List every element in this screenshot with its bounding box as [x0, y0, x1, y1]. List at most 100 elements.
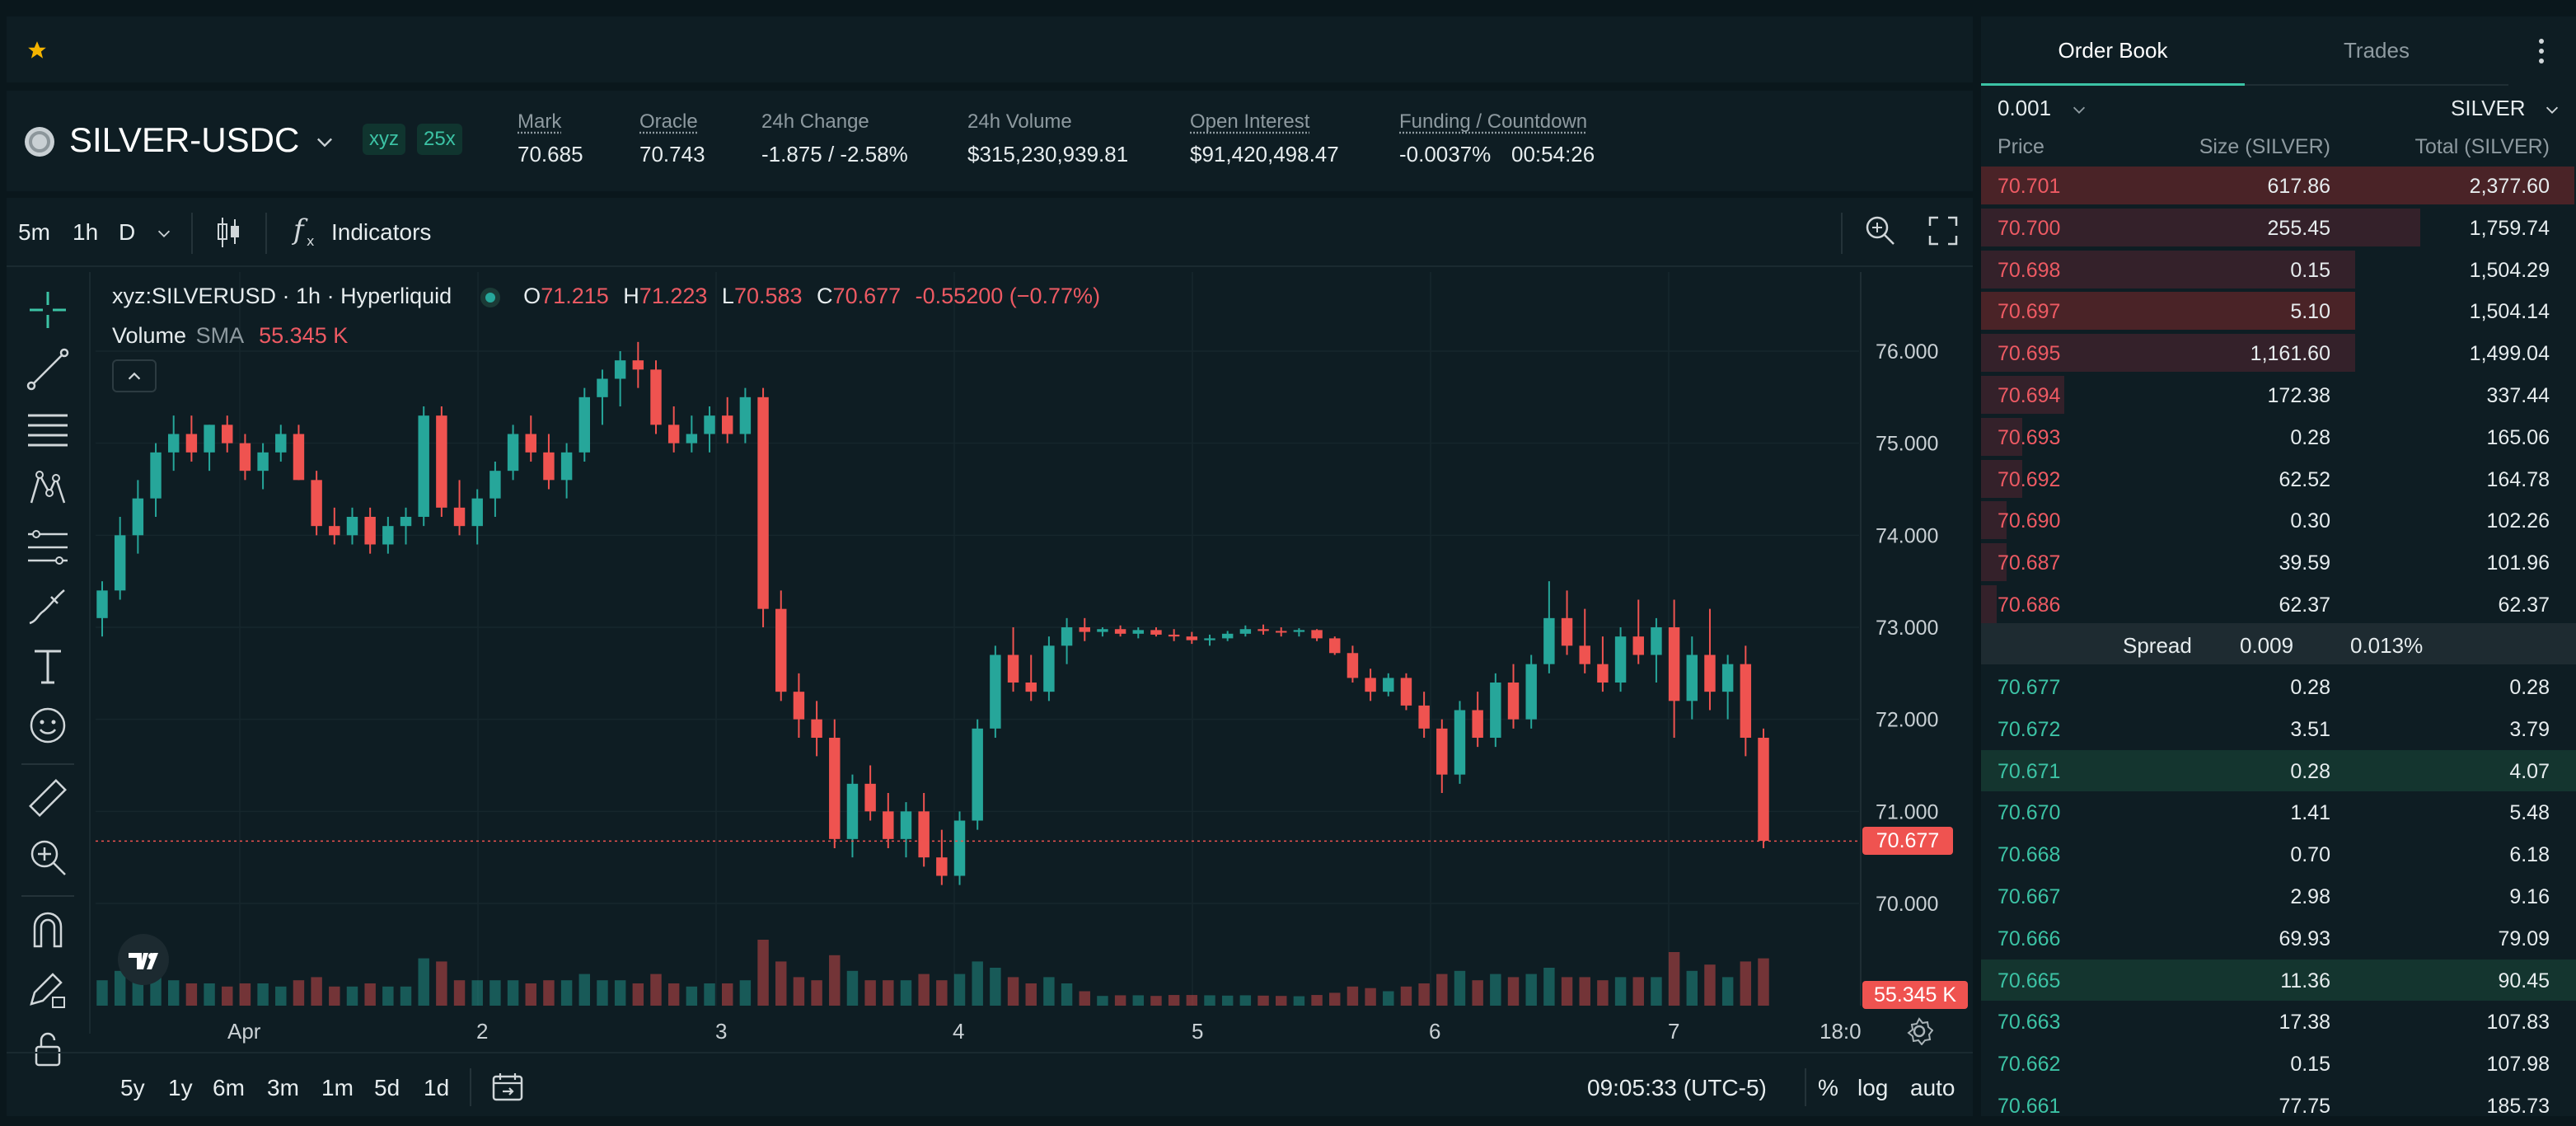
ask-row[interactable]: 70.687 39.59 101.96 — [1981, 542, 2576, 583]
ask-row[interactable]: 70.700 255.45 1,759.74 — [1981, 207, 2576, 248]
candlestick-type-icon[interactable] — [214, 216, 242, 249]
range-5d[interactable]: 5d — [374, 1075, 400, 1100]
pattern-icon[interactable] — [26, 467, 69, 509]
bid-row[interactable]: 70.665 11.36 90.45 — [1981, 959, 2576, 1001]
bid-row[interactable]: 70.666 69.93 79.09 — [1981, 917, 2576, 959]
ask-row[interactable]: 70.693 0.28 165.06 — [1981, 416, 2576, 457]
candle-body — [1668, 627, 1680, 701]
collapse-legend-button[interactable] — [112, 359, 157, 392]
volume-bar — [364, 983, 376, 1006]
brush-icon[interactable] — [26, 585, 69, 628]
auto-scale-toggle[interactable]: auto — [1910, 1075, 1955, 1100]
volume-bar — [1614, 977, 1627, 1006]
ask-row[interactable]: 70.695 1,161.60 1,499.04 — [1981, 332, 2576, 373]
percent-scale-toggle[interactable]: % — [1818, 1075, 1838, 1100]
volume-bar — [578, 974, 591, 1006]
bid-row[interactable]: 70.670 1.41 5.48 — [1981, 791, 2576, 833]
candle-body — [990, 654, 1001, 729]
bid-row[interactable]: 70.677 0.28 0.28 — [1981, 666, 2576, 707]
price-cell: 70.697 — [1998, 300, 2061, 324]
bid-row[interactable]: 70.668 0.70 6.18 — [1981, 833, 2576, 875]
fib-icon[interactable] — [26, 526, 69, 569]
candle-body — [525, 434, 536, 453]
log-scale-toggle[interactable]: log — [1857, 1075, 1889, 1100]
star-icon[interactable] — [26, 40, 48, 61]
chart-clock[interactable]: 09:05:33 (UTC-5) — [1587, 1075, 1767, 1100]
volume-bar — [1472, 980, 1483, 1006]
bid-row[interactable]: 70.662 0.15 107.98 — [1981, 1043, 2576, 1084]
change-label: 24h Change — [761, 110, 869, 133]
tab-trades[interactable]: Trades — [2245, 16, 2508, 86]
bid-row[interactable]: 70.661 77.75 185.73 — [1981, 1085, 2576, 1126]
volume-tag: 55.345 K — [1862, 981, 1968, 1009]
total-cell: 62.37 — [2498, 593, 2550, 617]
candle-body — [1150, 630, 1162, 635]
bid-row[interactable]: 70.672 3.51 3.79 — [1981, 708, 2576, 749]
range-1m[interactable]: 1m — [321, 1075, 354, 1100]
volume-bar — [1721, 977, 1734, 1006]
horizontal-lines-icon[interactable] — [26, 407, 69, 450]
price-axis[interactable]: 76.000 75.000 74.000 73.000 72.000 71.000 70.0… — [1876, 340, 1938, 916]
settings-icon[interactable] — [1905, 1017, 1933, 1045]
size-cell: 62.52 — [2279, 467, 2330, 491]
bid-row[interactable]: 70.663 17.38 107.83 — [1981, 1001, 2576, 1042]
volume-bar — [829, 955, 841, 1006]
candle-body — [704, 415, 715, 434]
volume-bar — [1579, 977, 1590, 1006]
volume-bar — [1400, 986, 1412, 1006]
candle-body — [829, 738, 841, 839]
bid-row[interactable]: 70.671 0.28 4.07 — [1981, 749, 2576, 791]
more-options-icon[interactable] — [2533, 36, 2550, 66]
lock-icon[interactable] — [26, 1027, 69, 1070]
oracle-value: 70.743 — [639, 142, 705, 167]
range-3m[interactable]: 3m — [267, 1075, 299, 1100]
pencil-lock-icon[interactable] — [26, 968, 69, 1011]
ask-row[interactable]: 70.692 62.52 164.78 — [1981, 458, 2576, 500]
range-1y[interactable]: 1y — [168, 1075, 193, 1100]
volume-bar — [1543, 968, 1555, 1006]
range-6m[interactable]: 6m — [213, 1075, 245, 1100]
total-cell: 107.83 — [2486, 1011, 2550, 1035]
market-symbol-selector[interactable]: SILVER-USDC — [69, 120, 349, 163]
price-chart[interactable]: 76.000 75.000 74.000 73.000 72.000 71.000 70.0… — [96, 272, 1971, 1030]
candle-body — [1400, 678, 1412, 706]
volume-bar — [757, 940, 769, 1006]
magnet-icon[interactable] — [26, 908, 69, 951]
trend-line-icon[interactable] — [26, 348, 69, 391]
indicators-button[interactable]: Indicators — [331, 219, 432, 245]
ask-row[interactable]: 70.694 172.38 337.44 — [1981, 374, 2576, 415]
candle-body — [918, 811, 930, 858]
interval-chevron-icon[interactable] — [155, 224, 173, 242]
zoom-search-icon[interactable] — [1864, 214, 1897, 247]
fullscreen-icon[interactable] — [1928, 216, 1958, 246]
bid-row[interactable]: 70.667 2.98 9.16 — [1981, 875, 2576, 917]
ruler-icon[interactable] — [26, 776, 69, 819]
leverage-badge[interactable]: 25x — [417, 124, 462, 155]
ask-row[interactable]: 70.697 5.10 1,504.14 — [1981, 290, 2576, 331]
zoom-in-icon[interactable] — [26, 836, 69, 879]
text-icon[interactable] — [26, 645, 69, 687]
price-cell: 70.695 — [1998, 342, 2061, 366]
interval-1h[interactable]: 1h — [73, 219, 99, 245]
tick-size-select[interactable]: 0.001 — [1998, 96, 2096, 125]
candle-body — [543, 452, 555, 481]
tradingview-logo-icon[interactable] — [117, 933, 170, 986]
emoji-icon[interactable] — [26, 704, 69, 747]
tab-order-book[interactable]: Order Book — [1981, 16, 2245, 86]
candle-body — [1258, 629, 1269, 631]
ask-row[interactable]: 70.701 617.86 2,377.60 — [1981, 165, 2576, 206]
candle-body — [453, 507, 466, 527]
interval-5m[interactable]: 5m — [18, 219, 50, 245]
time-axis[interactable] — [96, 1006, 1859, 1052]
range-5y[interactable]: 5y — [120, 1075, 145, 1100]
size-cell: 1.41 — [2290, 801, 2330, 825]
unit-select[interactable]: SILVER — [2451, 96, 2566, 125]
ask-row[interactable]: 70.686 62.37 62.37 — [1981, 584, 2576, 625]
calendar-range-icon[interactable] — [491, 1072, 524, 1103]
interval-d[interactable]: D — [119, 219, 136, 245]
ask-row[interactable]: 70.690 0.30 102.26 — [1981, 500, 2576, 541]
crosshair-icon[interactable] — [26, 289, 69, 331]
ask-row[interactable]: 70.698 0.15 1,504.29 — [1981, 249, 2576, 290]
range-1d[interactable]: 1d — [424, 1075, 450, 1100]
